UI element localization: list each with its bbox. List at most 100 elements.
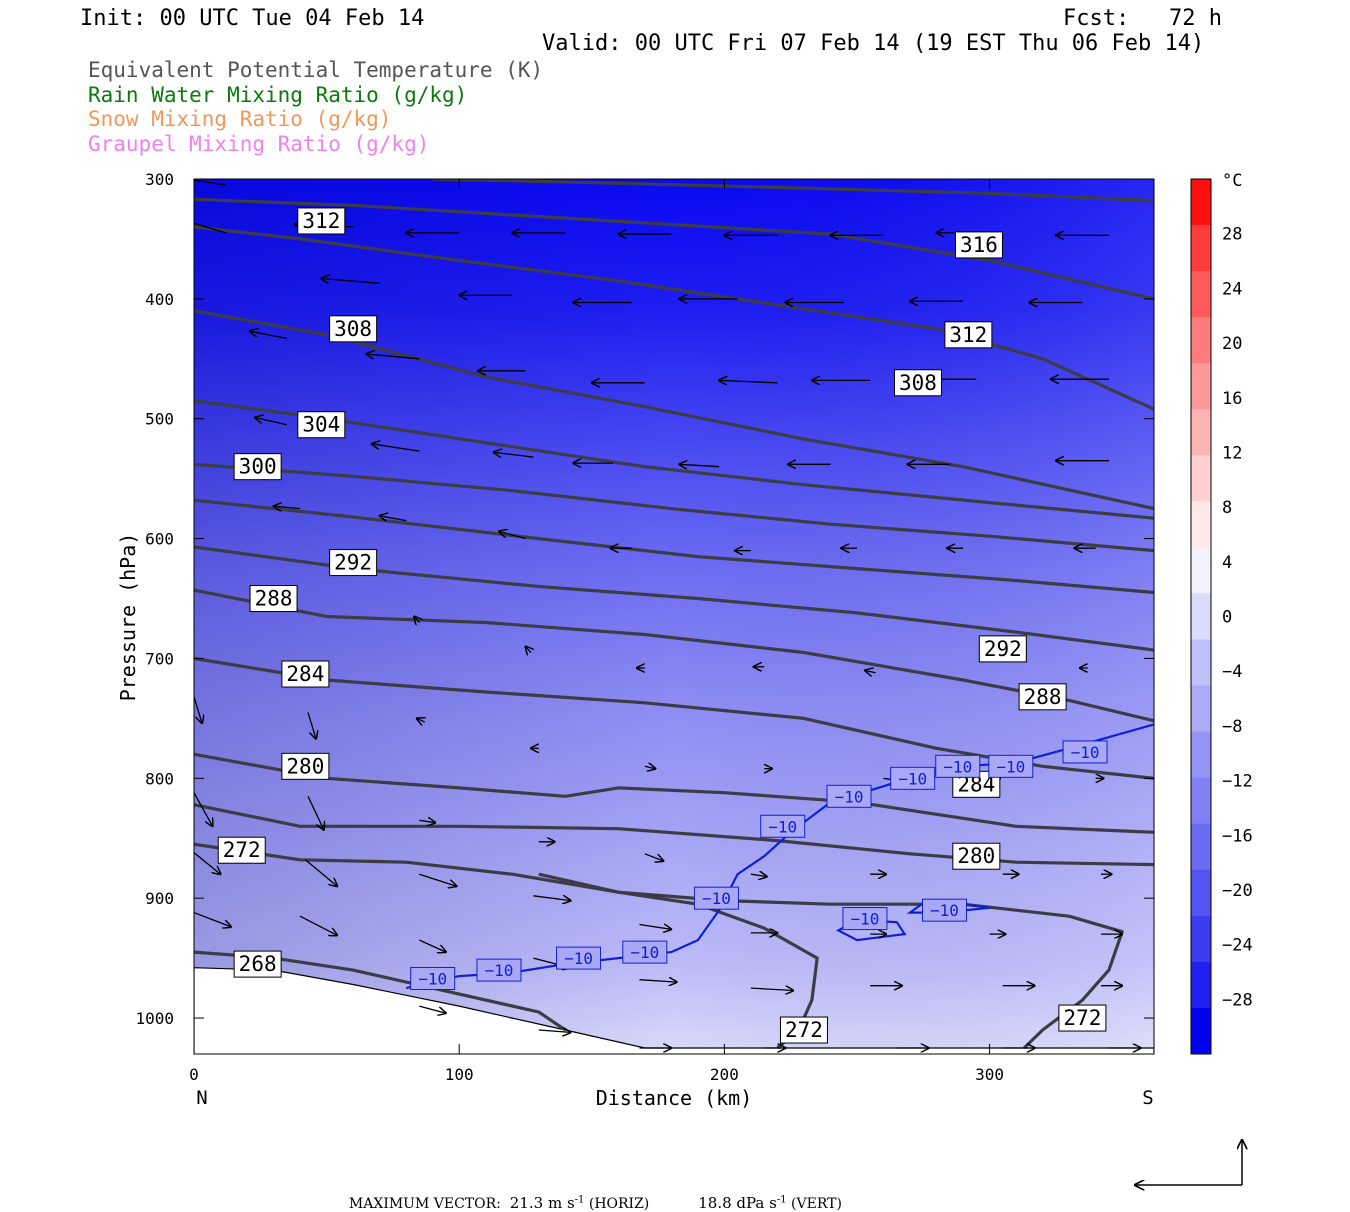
x-tick-label: 0 [189,1065,199,1084]
isotherm-label-box [921,898,967,922]
x-tick-label: 200 [710,1065,739,1084]
theta-e-contour [194,309,1154,511]
isotherm-label: −10 [768,817,797,836]
wind-vector [719,380,778,382]
wind-vector [750,988,793,990]
theta-e-label: 312 [949,323,987,347]
colorbar-tick-label: −24 [1222,936,1253,956]
legend-theta-e: Equivalent Potential Temperature (K) [88,58,544,82]
theta-e-label: 268 [239,952,277,976]
theta-e-label-box [944,321,993,349]
colorbar-tick-label: 28 [1222,225,1242,245]
theta-e-label-box [249,585,298,613]
theta-e-label: 272 [1063,1006,1101,1030]
colorbar-segment [1191,823,1211,871]
wind-vector [533,896,570,901]
theta-e-label-box [952,842,1001,870]
wind-vector [865,670,876,672]
theta-e-label: 316 [960,233,998,257]
wind-vector [644,853,664,861]
theta-e-label: 308 [334,317,372,341]
theta-e-label-box [281,660,330,688]
y-tick-label: 800 [145,769,174,788]
theta-e-label-box [217,836,266,864]
isotherm-label: −10 [835,787,864,806]
wind-vector [380,516,407,521]
wind-vector [299,915,337,935]
colorbar-segment [1191,915,1211,963]
y-tick-label: 300 [145,170,174,189]
isotherm-label-box [693,886,739,910]
colorbar-tick-label: 24 [1222,279,1242,299]
wind-vector [255,418,287,426]
theta-e-label: 292 [334,551,372,575]
wind-vector [194,852,221,875]
y-tick-label: 600 [145,530,174,549]
wind-vector [414,617,419,623]
terrain-mask [194,967,1154,1054]
colorbar-segment [1191,271,1211,318]
wind-vector [417,718,425,722]
wind-vector [194,179,226,186]
wind-vector [639,925,672,930]
theta-e-label-box [329,315,378,343]
max-vector-prefix: MAXIMUM VECTOR: [348,1196,501,1212]
colorbar-segment [1191,1007,1211,1055]
theta-e-label: 304 [302,413,340,437]
colorbar-segment [1191,593,1211,641]
wind-vector [366,354,420,360]
colorbar: 28 24 20 16 12 8 4 0 −4 −8 −12 −16 −20 −24 −28 [1190,178,1253,1055]
legend-snow: Snow Mixing Ratio (g/kg) [88,107,392,131]
colorbar-segment [1191,547,1211,594]
colorbar-segment [1191,685,1211,733]
colorbar-tick-label: 16 [1222,389,1242,409]
isotherm-label: −10 [898,769,927,788]
theta-e-contour [194,225,1154,411]
isotherm-label: −10 [485,961,514,980]
isotherm-label: −10 [930,901,959,920]
wind-vector [750,874,767,876]
colorbar-segment [1191,777,1211,825]
theta-e-label: 280 [286,754,324,778]
isotherm-label: −10 [418,969,447,988]
isotherm-label-box [988,754,1034,778]
colorbar-tick-label: −16 [1222,826,1253,846]
x-end-label-north: N [196,1087,207,1109]
isotherm-label: −10 [702,889,731,908]
wind-vector [419,939,446,952]
colorbar-tick-label: −12 [1222,772,1253,792]
plot-frame [193,178,1155,1055]
colorbar-tick-label: −4 [1222,662,1242,682]
isotherm-label-box [410,966,456,990]
isotherm-label: −10 [943,757,972,776]
theta-e-label: 292 [984,637,1022,661]
colorbar-segment [1191,731,1211,779]
isotherm-label-box [476,958,522,982]
theta-e-contour [432,179,1154,203]
isotherm-label-box [1062,740,1108,764]
colorbar-segment [1191,501,1211,548]
max-vector-vert: 18.8 dPa s [698,1194,777,1212]
theta-e-label: 272 [223,838,261,862]
colorbar-segment [1191,179,1211,226]
theta-e-label-box [954,231,1003,259]
isotherm-label-box [760,814,806,838]
x-axis-label: Distance (km) [596,1086,753,1110]
colorbar-tick-label: −8 [1222,717,1242,737]
legend-graupel: Graupel Mixing Ratio (g/kg) [88,132,430,156]
colorbar-segment [1191,961,1211,1009]
max-vector-label: MAXIMUM VECTOR: 21.3 m s-1 (HORIZ) 18.8 … [340,1178,842,1212]
y-tick-label: 700 [145,649,174,668]
y-tick-label: 400 [145,290,174,309]
x-tick-label: 300 [975,1065,1004,1084]
y-axis-label: Pressure (hPa) [116,533,140,702]
isotherm-label-box [890,766,936,790]
wind-vector [321,279,380,284]
colorbar-tick-label: 20 [1222,334,1242,354]
theta-e-label-box [978,635,1027,663]
wind-vector [419,820,435,822]
colorbar-unit: °C [1222,171,1242,191]
isotherm-label-box [842,907,888,931]
x-tick-label: 100 [445,1065,474,1084]
y-tick-label: 900 [145,889,174,908]
